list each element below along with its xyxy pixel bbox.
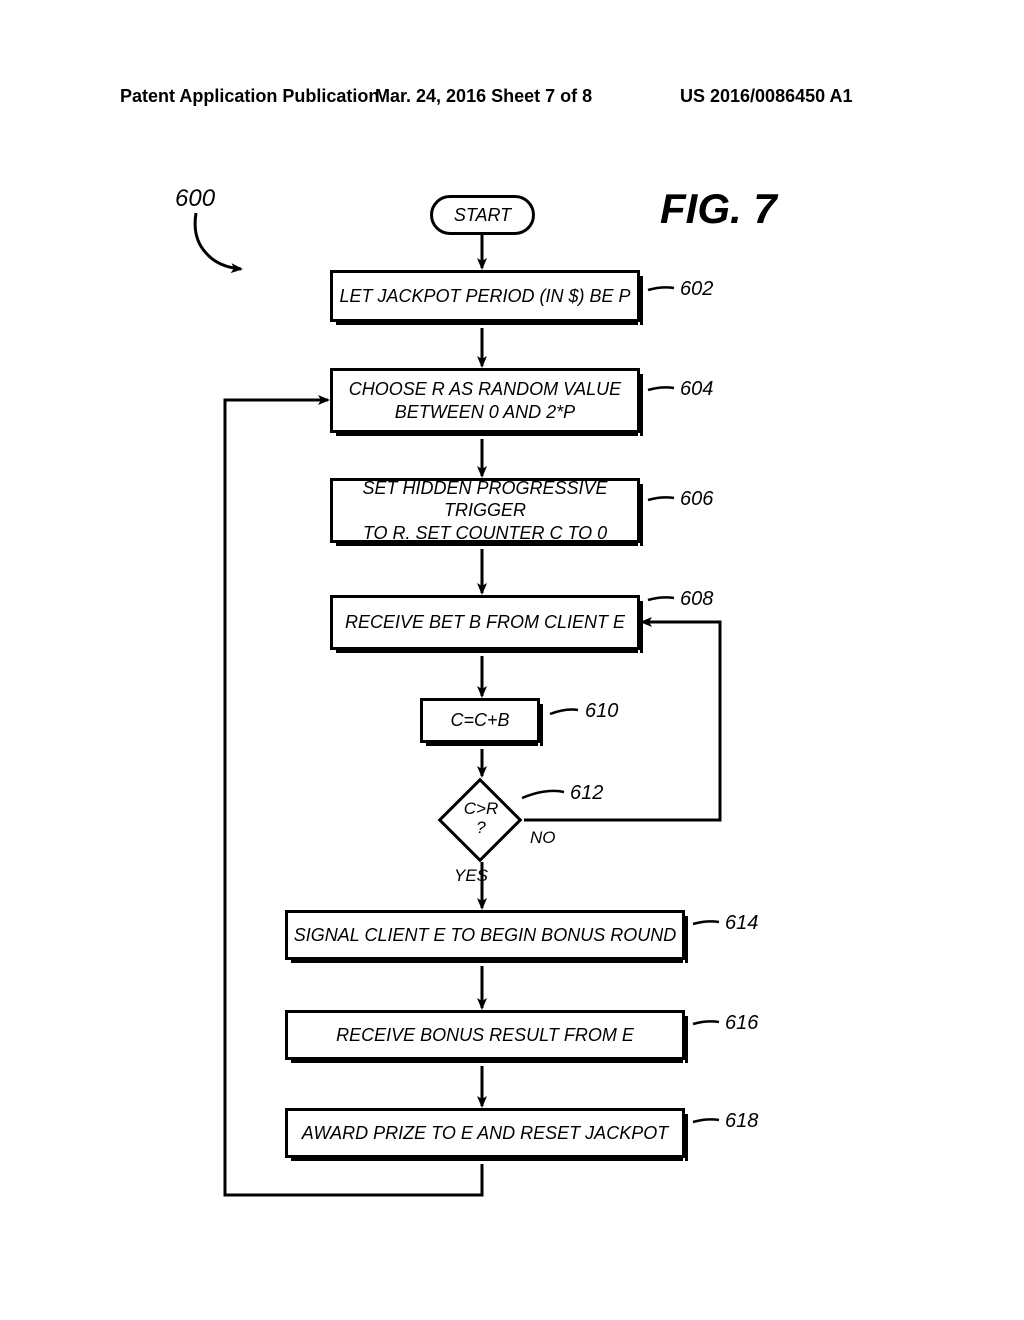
flow-arrows: [0, 0, 1024, 1320]
